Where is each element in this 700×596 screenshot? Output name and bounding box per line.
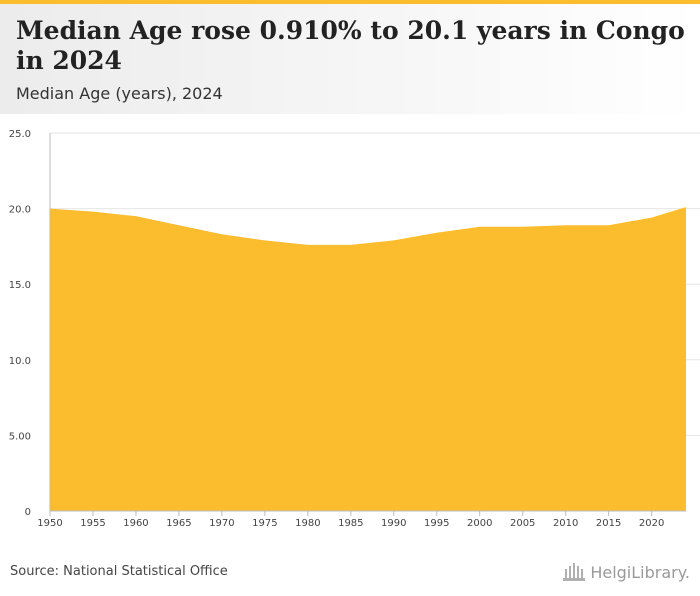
x-tick-label: 2020 — [639, 518, 664, 529]
library-building-icon — [563, 563, 586, 581]
y-tick-label: 10.0 — [9, 356, 31, 367]
x-tick-label: 1965 — [166, 518, 191, 529]
chart-title: Median Age rose 0.910% to 20.1 years in … — [16, 16, 685, 75]
helgi-library-logo: HelgiLibrary. — [562, 560, 690, 584]
x-tick-label: 2010 — [553, 518, 578, 529]
y-tick-label: 0 — [25, 507, 31, 518]
source-note: Source: National Statistical Office — [10, 564, 228, 579]
x-tick-label: 2005 — [510, 518, 535, 529]
x-tick-label: 2015 — [596, 518, 621, 529]
x-tick-label: 1970 — [209, 518, 234, 529]
x-tick-label: 1990 — [381, 518, 406, 529]
logo-text: HelgiLibrary. — [590, 562, 690, 582]
area-chart: 0 5.00 10.0 15.0 20.0 25.0 1950 1955 1960 1965 197… — [9, 129, 700, 529]
x-tick-label: 1980 — [295, 518, 320, 529]
chart-subtitle: Median Age (years), 2024 — [16, 84, 223, 103]
x-tick-label: 2000 — [467, 518, 492, 529]
x-tick-label: 1995 — [424, 518, 449, 529]
y-tick-label: 25.0 — [9, 129, 31, 140]
x-tick-label: 1955 — [80, 518, 105, 529]
chart-header: Median Age rose 0.910% to 20.1 years in … — [0, 4, 700, 114]
y-tick-label: 5.00 — [9, 431, 31, 442]
x-tick-label: 1960 — [123, 518, 148, 529]
median-age-area — [50, 207, 686, 511]
top-accent-bar — [0, 0, 700, 4]
y-tick-label: 15.0 — [9, 280, 31, 291]
x-tick-label: 1975 — [252, 518, 277, 529]
y-tick-label: 20.0 — [9, 205, 31, 216]
x-tick-label: 1985 — [338, 518, 363, 529]
x-tick-label: 1950 — [37, 518, 62, 529]
